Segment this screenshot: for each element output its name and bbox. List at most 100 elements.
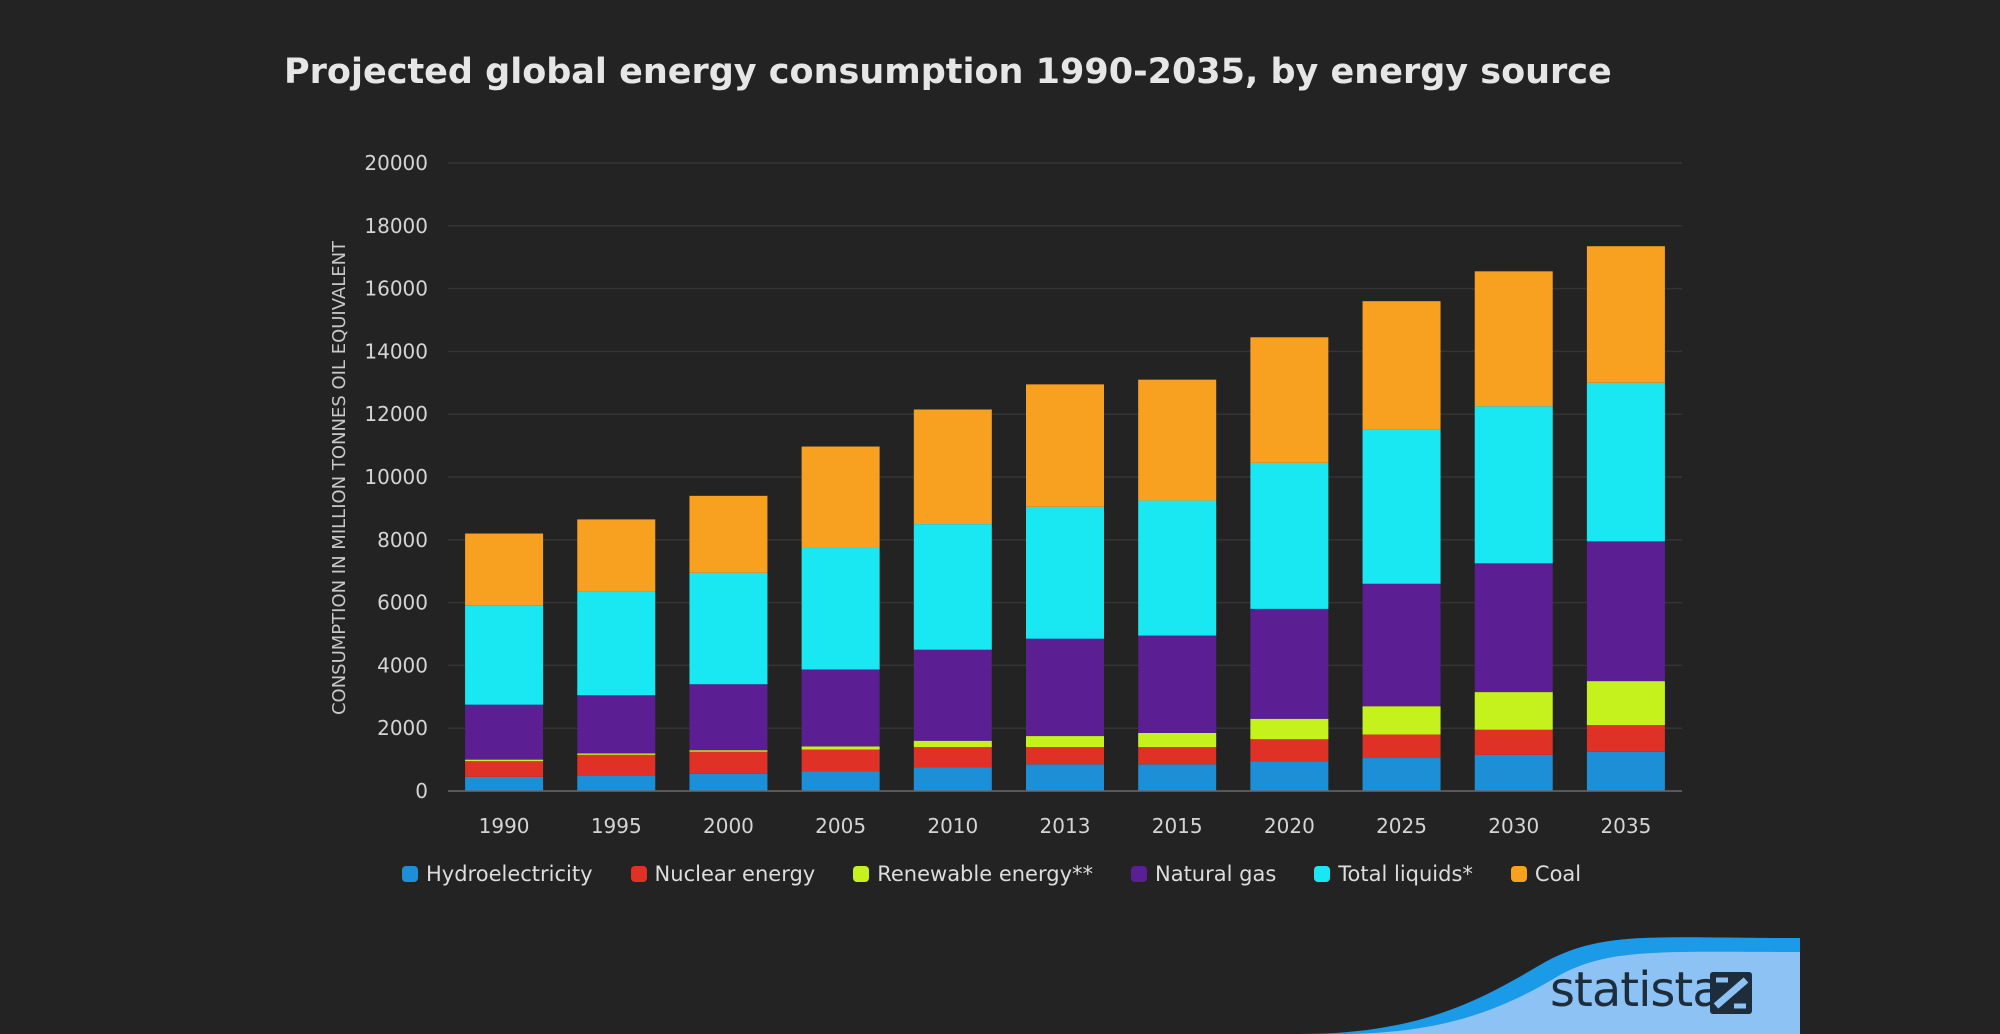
- bar-segment-renewable-energy-2010: [913, 740, 992, 748]
- bar-segment-natural-gas-2030: [1474, 563, 1553, 693]
- bar-segment-natural-gas-2035: [1586, 541, 1665, 682]
- legend-label: Nuclear energy: [654, 862, 816, 886]
- legend-item: Total liquids*: [1314, 862, 1473, 886]
- bar-segment-hydroelectricity-1990: [465, 776, 544, 791]
- statista-logo-icon: [1710, 972, 1752, 1014]
- legend-item: Natural gas: [1131, 862, 1276, 886]
- bar-segment-renewable-energy-2015: [1138, 732, 1217, 748]
- bar-segment-coal-2030: [1474, 271, 1553, 407]
- bar-segment-coal-2020: [1250, 337, 1329, 463]
- bar-segment-hydroelectricity-2015: [1138, 764, 1217, 791]
- bar-segment-hydroelectricity-2035: [1586, 751, 1665, 791]
- bar-segment-nuclear-energy-2025: [1362, 734, 1441, 759]
- bar-segment-nuclear-energy-2035: [1586, 725, 1665, 752]
- bar-segment-natural-gas-2025: [1362, 583, 1441, 707]
- bar-segment-total-liquids-1990: [465, 605, 544, 705]
- y-tick-label: 12000: [364, 402, 428, 426]
- x-tick-labels: 1990 1995 2000 2005 2010 2013 2015 2020 2025 2030…: [479, 814, 1652, 838]
- logo-wave: [1300, 937, 1800, 1034]
- bar-segment-total-liquids-2000: [689, 572, 768, 685]
- legend-label: Renewable energy**: [877, 862, 1093, 886]
- legend-item: Hydroelectricity: [402, 862, 593, 886]
- y-tick-label: 14000: [364, 339, 428, 363]
- bar-segment-natural-gas-1990: [465, 704, 544, 760]
- x-tick-label: 1990: [479, 814, 530, 838]
- bar-segment-total-liquids-2025: [1362, 429, 1441, 584]
- x-tick-label: 2015: [1152, 814, 1203, 838]
- bar-segment-total-liquids-2013: [1026, 506, 1104, 639]
- bar-segment-total-liquids-2030: [1474, 406, 1553, 564]
- y-tick-label: 20000: [364, 151, 428, 175]
- bar-segment-coal-2015: [1138, 379, 1217, 501]
- y-tick-label: 8000: [377, 528, 428, 552]
- legend-label: Coal: [1534, 862, 1582, 886]
- bar-segment-hydroelectricity-2025: [1362, 758, 1441, 791]
- bar-segment-nuclear-energy-2010: [913, 747, 992, 768]
- legend-swatch: [1510, 866, 1527, 882]
- bar-segment-renewable-energy-2013: [1026, 736, 1104, 748]
- bar-segment-coal-2035: [1586, 246, 1665, 383]
- legend-swatch: [630, 866, 647, 882]
- legend-swatch: [402, 866, 418, 882]
- bar-segment-renewable-energy-2000: [689, 750, 768, 752]
- bar-segment-natural-gas-1995: [577, 695, 656, 754]
- legend-label: Total liquids*: [1338, 862, 1473, 886]
- y-tick-label: 18000: [364, 214, 428, 238]
- y-tick-label: 0: [415, 779, 428, 803]
- y-tick-label: 10000: [364, 465, 428, 489]
- bar-segment-renewable-energy-2005: [801, 746, 880, 750]
- bar-segment-hydroelectricity-2010: [913, 767, 992, 791]
- x-tick-label: 2025: [1376, 814, 1427, 838]
- y-tick-label: 4000: [377, 653, 428, 677]
- bar-segment-hydroelectricity-2000: [689, 773, 768, 791]
- y-tick-labels: 0 2000 4000 6000 8000 10000 12000 14000 16000 180…: [364, 151, 428, 803]
- y-tick-label: 16000: [364, 277, 428, 301]
- bar-segment-nuclear-energy-2013: [1026, 747, 1104, 765]
- bar-segment-nuclear-energy-2020: [1250, 739, 1329, 762]
- bar-segment-coal-1995: [577, 519, 656, 592]
- bar-segment-total-liquids-2010: [913, 524, 992, 650]
- bar-segment-total-liquids-2020: [1250, 462, 1329, 609]
- bar-segment-renewable-energy-2025: [1362, 706, 1441, 735]
- bar-segment-nuclear-energy-2005: [801, 749, 880, 772]
- statista-logo-text: statista: [1550, 962, 1722, 1018]
- bar-segment-renewable-energy-2020: [1250, 718, 1329, 740]
- x-tick-label: 2030: [1488, 814, 1539, 838]
- bar-segment-coal-2025: [1362, 301, 1441, 430]
- bar-segment-total-liquids-2035: [1586, 382, 1665, 542]
- y-tick-label: 6000: [377, 591, 428, 615]
- legend-label: Natural gas: [1155, 862, 1277, 886]
- y-tick-label: 2000: [377, 716, 428, 740]
- legend-swatch: [853, 866, 870, 882]
- bar-segment-hydroelectricity-1995: [577, 775, 656, 791]
- bar-segment-hydroelectricity-2013: [1026, 764, 1104, 791]
- bar-segment-natural-gas-2010: [913, 649, 992, 741]
- bar-segment-total-liquids-1995: [577, 591, 656, 696]
- x-tick-label: 2013: [1040, 814, 1091, 838]
- bar-segment-hydroelectricity-2005: [801, 771, 880, 791]
- bar-segment-renewable-energy-1990: [465, 759, 544, 762]
- x-tick-label: 2005: [815, 814, 866, 838]
- legend: Hydroelectricity Nuclear energy Renewable …: [402, 862, 1581, 886]
- page-title: Projected global energy consumption 1990…: [284, 52, 1612, 92]
- legend-label: Hydroelectricity: [426, 862, 593, 886]
- bar-segment-renewable-energy-2035: [1586, 681, 1665, 726]
- bar-segment-total-liquids-2015: [1138, 500, 1217, 636]
- bar-segment-renewable-energy-1995: [577, 753, 656, 755]
- bar-segment-hydroelectricity-2020: [1250, 761, 1329, 791]
- bar-segment-coal-2010: [913, 409, 992, 525]
- bar-segment-renewable-energy-2030: [1474, 692, 1553, 730]
- legend-swatch: [1314, 866, 1331, 882]
- bar-segment-nuclear-energy-2015: [1138, 747, 1217, 765]
- bar-segment-natural-gas-2000: [689, 684, 768, 751]
- x-tick-label: 1995: [591, 814, 642, 838]
- legend-item: Coal: [1510, 862, 1582, 886]
- bar-segment-coal-2000: [689, 495, 768, 573]
- x-tick-label: 2010: [927, 814, 978, 838]
- bar-segment-hydroelectricity-2030: [1474, 754, 1553, 791]
- bar-segment-nuclear-energy-1990: [465, 761, 544, 777]
- bar-segment-natural-gas-2005: [801, 669, 880, 747]
- bar-segment-coal-2005: [801, 446, 880, 548]
- bar-segment-coal-2013: [1026, 384, 1104, 507]
